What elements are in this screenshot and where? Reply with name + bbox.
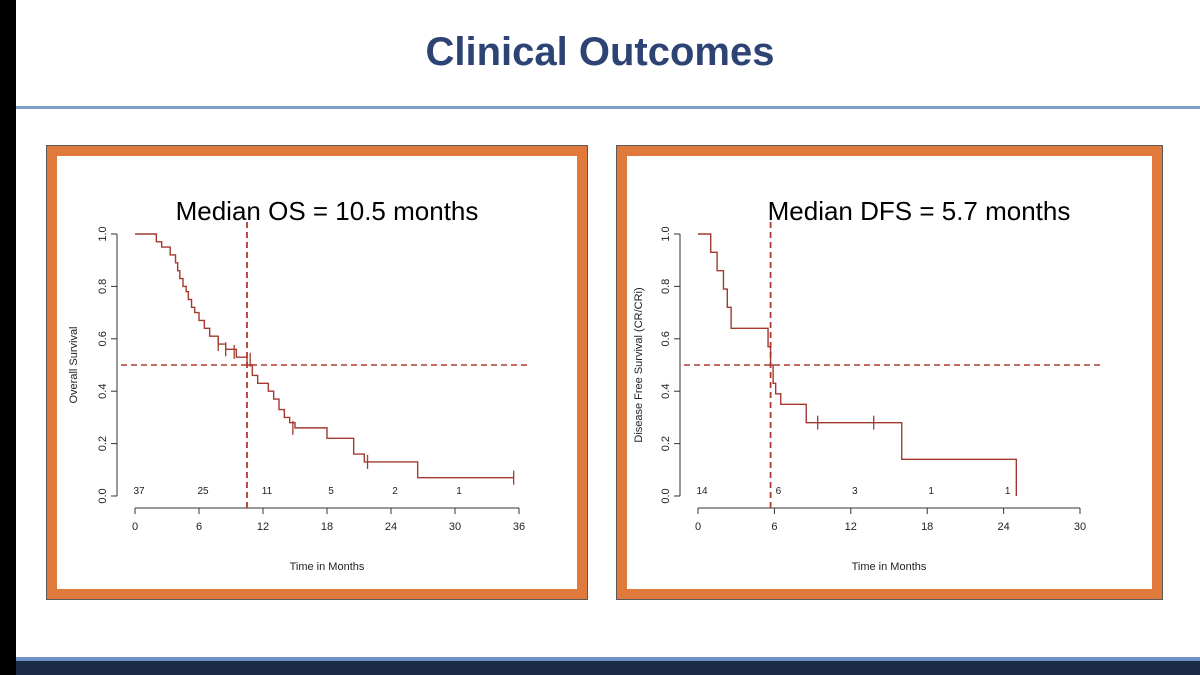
y-tick-label: 0.4 — [660, 384, 672, 399]
y-tick-label: 0.0 — [660, 488, 672, 503]
y-tick-label: 1.0 — [97, 226, 109, 241]
x-tick-label: 30 — [449, 521, 461, 533]
y-tick-label: 0.0 — [97, 488, 109, 503]
slide-title: Clinical Outcomes — [425, 30, 775, 74]
at-risk-count: 11 — [262, 486, 273, 497]
at-risk-count: 6 — [776, 486, 782, 497]
x-tick-label: 30 — [1074, 521, 1086, 533]
x-tick-label: 36 — [513, 521, 525, 533]
x-tick-label: 0 — [132, 521, 138, 533]
os-chart-canvas: Median OS = 10.5 months 0.0 0.2 0.4 0.6 0.8 1.… — [57, 156, 577, 589]
at-risk-count: 5 — [328, 486, 334, 497]
at-risk-count: 2 — [392, 486, 398, 497]
x-axis-label: Time in Months — [852, 561, 927, 573]
at-risk-count: 37 — [133, 486, 145, 497]
at-risk-count: 3 — [852, 486, 858, 497]
y-tick-label: 0.6 — [660, 331, 672, 346]
os-km-chart: Median OS = 10.5 months 0.0 0.2 0.4 0.6 0.8 1.… — [68, 196, 527, 573]
x-tick-label: 0 — [695, 521, 701, 533]
footer-accent-line — [16, 657, 1200, 661]
at-risk-count: 1 — [928, 486, 934, 497]
survival-curve — [698, 233, 1018, 496]
y-tick-label: 0.8 — [97, 279, 109, 294]
at-risk-count: 14 — [696, 486, 708, 497]
y-axis-label: Disease Free Survival (CR/CRi) — [633, 287, 645, 442]
x-tick-label: 18 — [921, 521, 933, 533]
dfs-chart-panel: Median DFS = 5.7 months 0.0 0.2 0.4 0.6 0.8 1.… — [616, 145, 1163, 600]
at-risk-count: 1 — [456, 486, 462, 497]
y-axis-label: Overall Survival — [68, 326, 80, 403]
dfs-km-chart: Median DFS = 5.7 months 0.0 0.2 0.4 0.6 0.8 1.… — [633, 196, 1100, 573]
y-tick-label: 1.0 — [660, 226, 672, 241]
left-edge-bar — [0, 0, 16, 675]
y-tick-label: 0.8 — [660, 279, 672, 294]
x-tick-label: 12 — [845, 521, 857, 533]
chart-title: Median OS = 10.5 months — [176, 196, 479, 226]
x-tick-label: 24 — [385, 521, 397, 533]
x-tick-label: 12 — [257, 521, 269, 533]
at-risk-count: 25 — [197, 486, 209, 497]
at-risk-count: 1 — [1005, 486, 1011, 497]
x-tick-label: 6 — [196, 521, 202, 533]
title-divider — [16, 106, 1200, 109]
survival-curve — [135, 233, 514, 479]
y-tick-label: 0.2 — [660, 436, 672, 451]
y-tick-label: 0.4 — [97, 384, 109, 399]
dfs-chart-canvas: Median DFS = 5.7 months 0.0 0.2 0.4 0.6 0.8 1.… — [627, 156, 1152, 589]
os-chart-panel: Median OS = 10.5 months 0.0 0.2 0.4 0.6 0.8 1.… — [46, 145, 588, 600]
x-tick-label: 6 — [771, 521, 777, 533]
y-tick-label: 0.2 — [97, 436, 109, 451]
x-tick-label: 18 — [321, 521, 333, 533]
footer-band — [16, 657, 1200, 675]
x-tick-label: 24 — [997, 521, 1009, 533]
x-axis-label: Time in Months — [290, 561, 365, 573]
chart-title: Median DFS = 5.7 months — [768, 196, 1071, 226]
y-tick-label: 0.6 — [97, 331, 109, 346]
